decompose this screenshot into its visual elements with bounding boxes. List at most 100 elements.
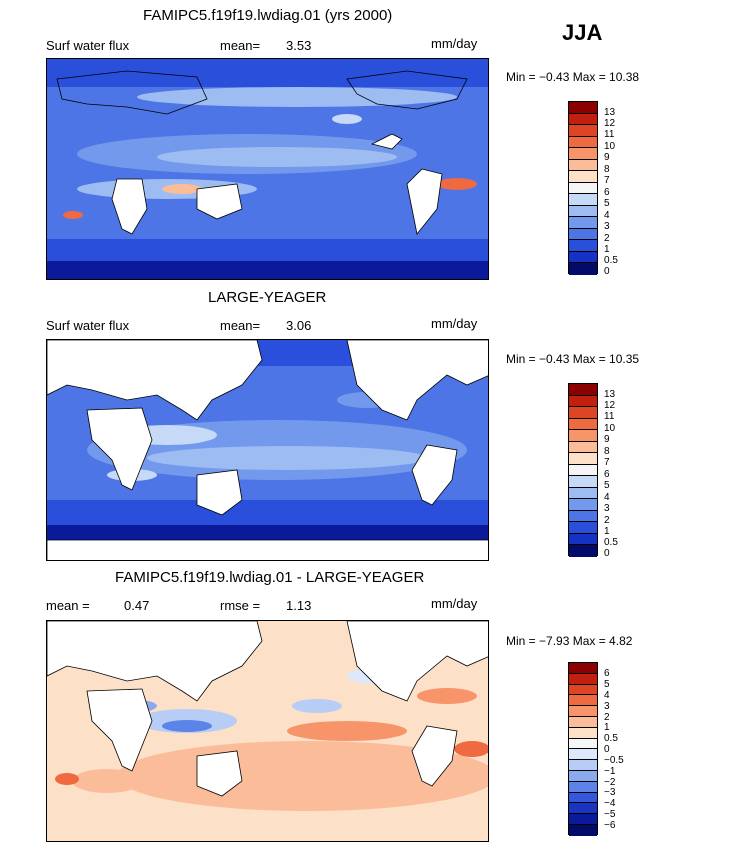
colorbar-swatch [569, 194, 597, 206]
season-label: JJA [562, 20, 603, 45]
panel2-variable-label: Surf water flux [46, 318, 130, 333]
colorbar-swatch [569, 395, 597, 407]
colorbar-swatch [569, 240, 597, 252]
colorbar-swatch [569, 487, 597, 499]
colorbar-tick: 3 [604, 701, 610, 712]
colorbar-tick: 6 [604, 469, 610, 480]
colorbar-swatch [569, 738, 597, 750]
colorbar-swatch [569, 407, 597, 419]
colorbar-tick: 6 [604, 187, 610, 198]
panel1-variable-label: Surf water flux [46, 38, 130, 53]
colorbar-tick: 4 [604, 492, 610, 503]
colorbar-tick: 13 [604, 107, 616, 118]
panel2-units: mm/day [431, 316, 478, 331]
colorbar-tick: 3 [604, 503, 610, 514]
colorbar-swatch [569, 148, 597, 160]
panel1-title: FAMIPC5.f19f19.lwdiag.01 (yrs 2000) [143, 7, 393, 24]
colorbar-swatch [569, 136, 597, 148]
colorbar-tick: 12 [604, 118, 616, 129]
colorbar-tick: 1 [604, 722, 610, 733]
colorbar-tick: −5 [604, 809, 616, 820]
colorbar-tick: −3 [604, 787, 616, 798]
panel1-map [46, 58, 489, 280]
colorbar-tick: 2 [604, 515, 610, 526]
colorbar-tick: 8 [604, 446, 610, 457]
colorbar-swatch [569, 510, 597, 522]
colorbar-swatch [569, 102, 597, 114]
colorbar-tick: 9 [604, 152, 610, 163]
colorbar-swatch [569, 716, 597, 728]
colorbar-tick: 0.5 [604, 255, 618, 266]
colorbar-tick: 4 [604, 210, 610, 221]
colorbar-tick: 2 [604, 712, 610, 723]
panel3-rmse-value: 1.13 [286, 598, 312, 613]
colorbar-tick: 11 [604, 129, 615, 140]
panel2-colorbar [568, 383, 598, 557]
panel2-mean-value: 3.06 [286, 318, 312, 333]
colorbar-tick: 5 [604, 198, 610, 209]
panel1-units: mm/day [431, 36, 478, 51]
colorbar-swatch [569, 673, 597, 685]
colorbar-tick: 0 [604, 548, 610, 559]
colorbar-swatch [569, 663, 597, 674]
colorbar-swatch [569, 263, 597, 275]
panel3-map [46, 620, 489, 842]
colorbar-swatch [569, 418, 597, 430]
colorbar-tick: 9 [604, 434, 610, 445]
colorbar-swatch [569, 695, 597, 707]
panel3-mean-label: mean = [46, 598, 90, 613]
colorbar-swatch [569, 803, 597, 815]
colorbar-swatch [569, 824, 597, 836]
colorbar-swatch [569, 171, 597, 183]
colorbar-swatch [569, 684, 597, 696]
colorbar-tick: 3 [604, 221, 610, 232]
colorbar-tick: 0 [604, 744, 610, 755]
colorbar-swatch [569, 770, 597, 782]
colorbar-tick: 7 [604, 175, 610, 186]
panel2-map [46, 339, 489, 561]
colorbar-tick: 8 [604, 164, 610, 175]
colorbar-tick: 1 [604, 526, 610, 537]
colorbar-tick: 5 [604, 480, 610, 491]
colorbar-swatch [569, 453, 597, 465]
colorbar-tick: 12 [604, 400, 616, 411]
colorbar-tick: −4 [604, 798, 616, 809]
colorbar-swatch [569, 430, 597, 442]
colorbar-tick: 10 [604, 423, 616, 434]
panel3-colorbar [568, 662, 598, 836]
colorbar-tick: −1 [604, 766, 616, 777]
panel1-mean-label: mean= [220, 38, 261, 53]
colorbar-swatch [569, 814, 597, 825]
panel2-title: LARGE-YEAGER [208, 289, 327, 306]
colorbar-tick: 11 [604, 411, 615, 422]
panel3-rmse-label: rmse = [220, 598, 261, 613]
colorbar-swatch [569, 749, 597, 761]
colorbar-tick: −0.5 [604, 755, 624, 766]
panel2-minmax: Min = −0.43 Max = 10.35 [506, 352, 640, 366]
panel1-minmax: Min = −0.43 Max = 10.38 [506, 70, 640, 84]
colorbar-tick: 6 [604, 668, 610, 679]
colorbar-swatch [569, 182, 597, 194]
colorbar-tick: 13 [604, 389, 616, 400]
panel2-mean-label: mean= [220, 318, 261, 333]
colorbar-swatch [569, 522, 597, 534]
colorbar-tick: 2 [604, 233, 610, 244]
colorbar-swatch [569, 217, 597, 229]
panel1-mean-value: 3.53 [286, 38, 312, 53]
colorbar-swatch [569, 706, 597, 717]
panel3-title: FAMIPC5.f19f19.lwdiag.01 - LARGE-YEAGER [115, 569, 425, 586]
colorbar-tick: 5 [604, 679, 610, 690]
colorbar-swatch [569, 464, 597, 476]
colorbar-tick: 7 [604, 457, 610, 468]
colorbar-tick: 0 [604, 266, 610, 277]
panel3-minmax: Min = −7.93 Max = 4.82 [506, 634, 633, 648]
colorbar-tick: 0.5 [604, 537, 618, 548]
colorbar-swatch [569, 441, 597, 453]
colorbar-swatch [569, 159, 597, 171]
colorbar-tick: 0.5 [604, 733, 618, 744]
colorbar-swatch [569, 125, 597, 137]
colorbar-swatch [569, 228, 597, 240]
panel1-colorbar [568, 101, 598, 275]
colorbar-tick: 4 [604, 690, 610, 701]
panel3-units: mm/day [431, 596, 478, 611]
